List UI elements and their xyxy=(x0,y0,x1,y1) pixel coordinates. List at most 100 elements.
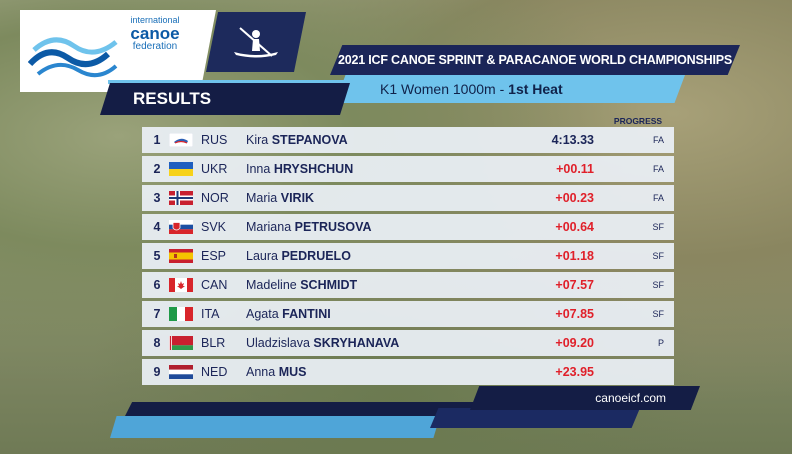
athlete-name: Maria VIRIK xyxy=(246,185,314,211)
result-time: +00.23 xyxy=(555,191,594,205)
flag-blr-icon xyxy=(169,336,193,350)
country-code: CAN xyxy=(201,278,228,292)
rank: 3 xyxy=(153,191,161,205)
result-time: +00.11 xyxy=(556,162,594,176)
result-row: 2 UKR Inna HRYSHCHUN +00.11 FA xyxy=(142,156,674,182)
country-code: ITA xyxy=(201,307,220,321)
flag-nor-icon xyxy=(169,191,193,205)
results-accent-line xyxy=(108,80,388,84)
first-name: Agata xyxy=(246,307,279,321)
flag-rus-icon xyxy=(169,133,193,147)
flag-svk-icon xyxy=(169,220,193,234)
athlete-name: Agata FANTINI xyxy=(246,301,331,327)
flag-can-icon xyxy=(169,278,193,292)
first-name: Madeline xyxy=(246,278,297,292)
last-name: STEPANOVA xyxy=(271,133,348,147)
rank: 6 xyxy=(153,278,161,292)
event-subtitle: K1 Women 1000m - 1st Heat xyxy=(380,81,563,97)
rank: 1 xyxy=(153,133,161,147)
flag-ned-icon xyxy=(169,365,193,379)
logo-line-2: canoe xyxy=(130,24,180,43)
progress-code: SF xyxy=(652,222,664,232)
country-code: BLR xyxy=(201,336,226,350)
result-row: 1 RUS Kira STEPANOVA 4:13.33 FA xyxy=(142,127,674,153)
last-name: SKRYHANAVA xyxy=(313,336,400,350)
icf-logo-text: international canoe federation xyxy=(116,16,194,52)
result-time: +09.20 xyxy=(555,336,594,350)
result-time: +01.18 xyxy=(555,249,594,263)
rank: 2 xyxy=(153,162,161,176)
event-subtitle-bar xyxy=(335,75,685,103)
progress-code: SF xyxy=(652,280,664,290)
icf-logo-waves-icon xyxy=(28,37,118,78)
championship-title: 2021 ICF CANOE SPRINT & PARACANOE WORLD … xyxy=(337,53,733,67)
result-row: 3 NOR Maria VIRIK +00.23 FA xyxy=(142,185,674,211)
flag-ukr-icon xyxy=(169,162,193,176)
logo-line-1: international xyxy=(130,15,180,25)
website-label: canoeicf.com xyxy=(595,391,666,405)
progress-code: SF xyxy=(652,251,664,261)
progress-code: P xyxy=(657,338,664,348)
first-name: Uladzislava xyxy=(246,336,310,350)
kayak-pictogram-icon xyxy=(234,27,278,58)
logo-line-3: federation xyxy=(132,41,178,52)
country-code: NED xyxy=(201,365,228,379)
footer-blue-stripe xyxy=(110,416,440,438)
progress-code: FA xyxy=(652,193,664,203)
results-header-bar xyxy=(100,83,350,115)
country-code: NOR xyxy=(201,191,229,205)
website-bar xyxy=(470,386,700,410)
last-name: VIRIK xyxy=(280,191,315,205)
results-table: 1 RUS Kira STEPANOVA 4:13.33 FA 2 UKR In… xyxy=(142,127,674,388)
heat-name: 1st Heat xyxy=(508,81,563,97)
result-time: +00.64 xyxy=(555,220,594,234)
athlete-name: Inna HRYSHCHUN xyxy=(246,156,353,182)
rank: 9 xyxy=(153,365,161,379)
flag-esp-icon xyxy=(169,249,193,263)
rank: 7 xyxy=(153,307,161,321)
result-row: 6 CAN Madeline SCHMIDT +07.57 SF xyxy=(142,272,674,298)
event-name: K1 Women 1000m xyxy=(380,81,496,97)
country-code: UKR xyxy=(201,162,228,176)
result-row: 8 BLR Uladzislava SKRYHANAVA +09.20 P xyxy=(142,330,674,356)
progress-code: SF xyxy=(652,309,664,319)
athlete-name: Anna MUS xyxy=(246,359,306,385)
athlete-name: Mariana PETRUSOVA xyxy=(246,214,372,240)
result-row: 9 NED Anna MUS +23.95 xyxy=(142,359,674,385)
country-code: RUS xyxy=(201,133,228,147)
progress-code: FA xyxy=(652,164,664,174)
country-code: SVK xyxy=(201,220,227,234)
athlete-name: Laura PEDRUELO xyxy=(246,243,351,269)
footer-accent-stripe xyxy=(430,408,640,428)
result-time: +07.85 xyxy=(555,307,594,321)
last-name: PETRUSOVA xyxy=(294,220,372,234)
first-name: Laura xyxy=(246,249,278,263)
athlete-name: Uladzislava SKRYHANAVA xyxy=(246,330,399,356)
last-name: SCHMIDT xyxy=(300,278,358,292)
athlete-name: Madeline SCHMIDT xyxy=(246,272,357,298)
progress-code: FA xyxy=(652,135,664,145)
progress-column-header: PROGRESS xyxy=(613,116,663,126)
rank: 8 xyxy=(153,336,161,350)
rank: 4 xyxy=(153,220,161,234)
result-time: +23.95 xyxy=(555,365,594,379)
rank: 5 xyxy=(153,249,161,263)
last-name: MUS xyxy=(278,365,307,379)
result-row: 4 SVK Mariana PETRUSOVA +00.64 SF xyxy=(142,214,674,240)
result-time: +07.57 xyxy=(555,278,594,292)
footer-dark-stripe xyxy=(125,402,480,416)
first-name: Kira xyxy=(246,133,269,147)
results-heading: RESULTS xyxy=(133,89,212,108)
last-name: FANTINI xyxy=(282,307,331,321)
result-row: 7 ITA Agata FANTINI +07.85 SF xyxy=(142,301,674,327)
first-name: Anna xyxy=(246,365,276,379)
first-name: Maria xyxy=(246,191,278,205)
result-time: 4:13.33 xyxy=(551,133,594,147)
result-row: 5 ESP Laura PEDRUELO +01.18 SF xyxy=(142,243,674,269)
athlete-name: Kira STEPANOVA xyxy=(246,127,348,153)
championship-title-bar xyxy=(330,45,740,75)
first-name: Mariana xyxy=(246,220,292,234)
last-name: HRYSHCHUN xyxy=(273,162,354,176)
country-code: ESP xyxy=(201,249,227,263)
first-name: Inna xyxy=(246,162,271,176)
